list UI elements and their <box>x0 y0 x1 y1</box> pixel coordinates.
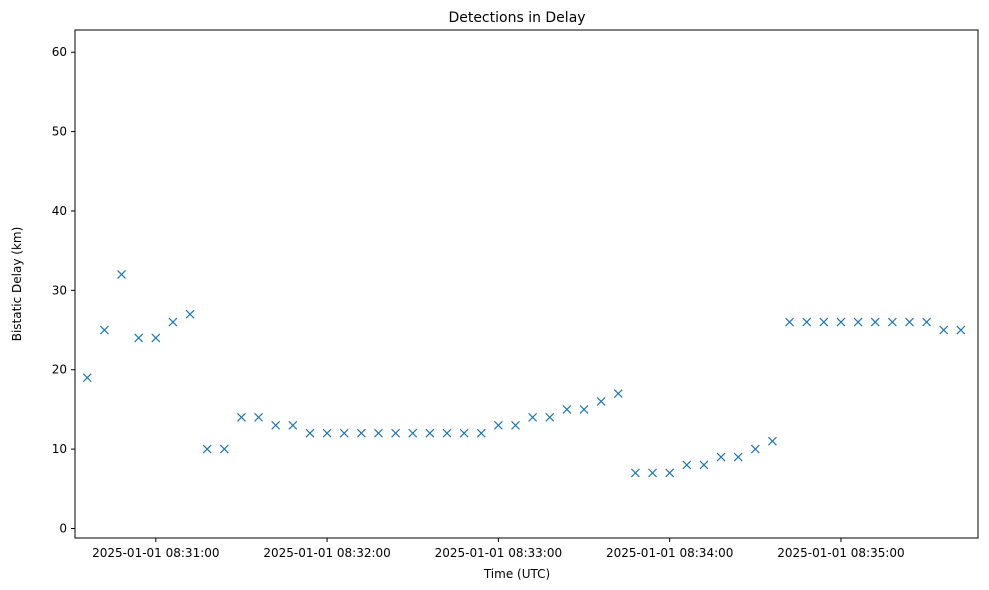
x-tick-label: 2025-01-01 08:32:00 <box>263 546 390 560</box>
data-point <box>819 317 829 327</box>
y-tick-label: 40 <box>52 204 67 218</box>
plot-frame <box>74 29 979 539</box>
x-tick-label: 2025-01-01 08:31:00 <box>92 546 219 560</box>
x-tick-label: 2025-01-01 08:33:00 <box>435 546 562 560</box>
data-point <box>613 389 623 398</box>
data-point <box>665 468 675 478</box>
data-point <box>716 452 726 462</box>
data-point <box>322 428 332 438</box>
y-axis-ticks: 0 10 20 30 40 50 60 <box>52 45 75 535</box>
data-point <box>459 428 469 438</box>
data-point <box>339 428 349 438</box>
data-point <box>511 420 520 430</box>
data-point <box>288 420 298 430</box>
x-tick-label: 2025-01-01 08:35:00 <box>777 546 904 560</box>
y-tick-label: 10 <box>52 442 67 456</box>
data-point <box>630 468 640 478</box>
data-point <box>134 333 144 343</box>
data-point <box>836 317 846 327</box>
data-point <box>887 317 897 327</box>
data-point <box>374 428 383 438</box>
data-point <box>648 468 657 478</box>
data-point <box>356 428 366 438</box>
data-point <box>870 317 880 327</box>
data-point <box>853 317 863 327</box>
data-point <box>408 428 418 438</box>
chart-title: Detections in Delay <box>448 10 585 26</box>
data-point <box>168 317 178 327</box>
data-point <box>254 412 263 422</box>
y-tick-label: 30 <box>52 283 67 297</box>
data-point <box>185 309 195 319</box>
y-tick-label: 50 <box>52 125 67 139</box>
data-point <box>202 444 212 454</box>
data-point <box>391 428 401 438</box>
data-point <box>82 373 92 383</box>
data-point <box>939 325 949 335</box>
x-axis-ticks: 2025-01-01 08:31:00 2025-01-01 08:32:00 20… <box>92 538 905 560</box>
y-tick-label: 60 <box>52 45 67 59</box>
data-point <box>956 325 966 335</box>
data-point <box>562 404 572 414</box>
x-axis-label: Time (UTC) <box>483 567 550 581</box>
x-tick-label: 2025-01-01 08:34:00 <box>606 546 733 560</box>
data-point <box>545 412 555 422</box>
data-point <box>579 404 589 414</box>
data-point <box>305 428 315 438</box>
data-point <box>237 412 246 422</box>
data-point <box>905 317 914 327</box>
y-axis-label: Bistatic Delay (km) <box>10 227 24 342</box>
data-point <box>785 317 795 327</box>
y-tick-label: 0 <box>59 521 67 535</box>
data-point <box>768 436 777 446</box>
data-point <box>596 397 606 406</box>
data-point <box>699 460 709 470</box>
data-point <box>493 420 503 430</box>
data-point <box>425 428 435 438</box>
data-point <box>733 452 743 462</box>
data-point <box>151 333 161 343</box>
y-tick-label: 20 <box>52 363 67 377</box>
data-point <box>922 317 932 327</box>
marks-layer <box>82 270 966 478</box>
data-point <box>271 420 281 430</box>
data-point <box>117 270 126 279</box>
data-point <box>802 317 812 327</box>
data-point <box>476 428 486 438</box>
data-point <box>442 428 452 438</box>
data-point <box>219 444 229 454</box>
data-point <box>750 444 760 454</box>
data-point <box>682 460 692 470</box>
data-point <box>528 412 538 422</box>
data-point <box>99 325 109 335</box>
